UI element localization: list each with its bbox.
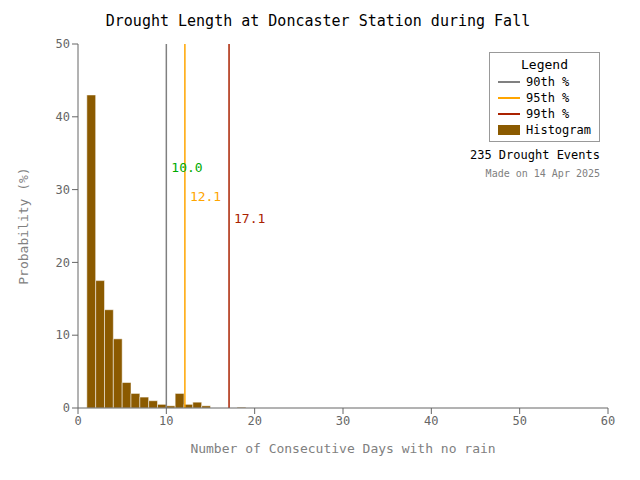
html-text:Drought Length at Doncaster St: Drought Length at Doncaster Station duri… (105, 12, 531, 30)
svg-text:30: 30 (336, 414, 350, 428)
svg-text:40: 40 (56, 110, 70, 124)
svg-text:20: 20 (56, 256, 70, 270)
html-text:Made on 14 Apr 2025: Made on 14 Apr 2025 (485, 168, 600, 179)
html-text:Legend: Legend (521, 57, 568, 72)
svg-text:60: 60 (601, 414, 615, 428)
html-text:Histogram: Histogram (526, 123, 591, 137)
svg-text:Number of Consecutive Days wit: Number of Consecutive Days with no rain (190, 441, 495, 456)
svg-text:10.0: 10.0 (171, 160, 202, 175)
svg-text:0: 0 (63, 401, 70, 415)
svg-text:10: 10 (56, 328, 70, 342)
html-text:235 Drought Events: 235 Drought Events (470, 148, 600, 162)
svg-text:0: 0 (74, 414, 81, 428)
html-text:95th %: 95th % (526, 91, 570, 105)
svg-text:30: 30 (56, 183, 70, 197)
html-text:99th %: 99th % (526, 107, 570, 121)
svg-text:12.1: 12.1 (190, 189, 221, 204)
svg-text:50: 50 (56, 37, 70, 51)
svg-text:50: 50 (512, 414, 526, 428)
svg-text:17.1: 17.1 (234, 211, 265, 226)
svg-text:40: 40 (424, 414, 438, 428)
svg-text:10: 10 (159, 414, 173, 428)
svg-text:Probability (%): Probability (%) (16, 167, 31, 284)
html-text:90th %: 90th % (526, 75, 570, 89)
svg-text:20: 20 (247, 414, 261, 428)
